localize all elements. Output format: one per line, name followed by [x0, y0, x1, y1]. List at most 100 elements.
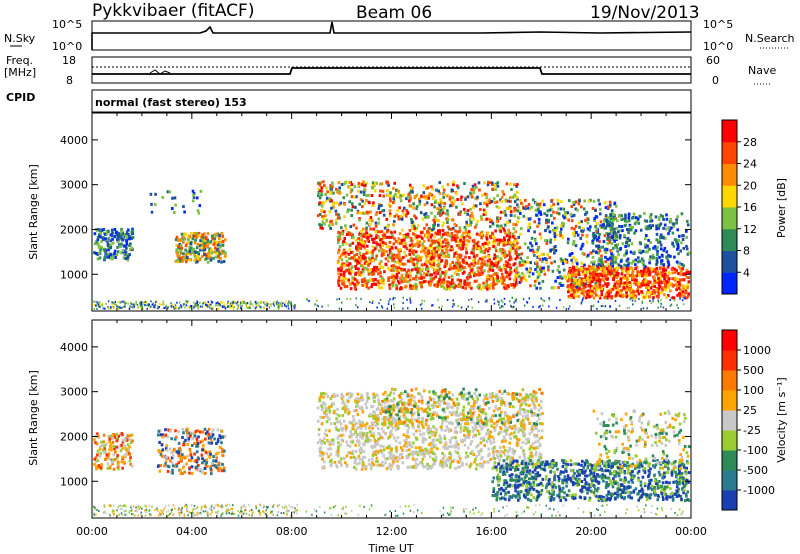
power-cell	[232, 307, 235, 310]
power-cell	[357, 267, 360, 271]
power-cell	[647, 267, 650, 271]
power-cell	[528, 226, 532, 230]
power-cell	[535, 262, 539, 266]
power-cell	[100, 245, 103, 249]
power-cell	[535, 250, 539, 254]
velocity-cell	[295, 509, 297, 512]
power-cell	[337, 189, 340, 193]
power-cell	[365, 244, 369, 248]
power-cell	[421, 217, 425, 221]
power-cell	[438, 203, 441, 207]
power-cell	[597, 274, 601, 278]
power-cell	[498, 259, 501, 263]
power-cell	[379, 182, 382, 186]
velocity-cell	[111, 433, 115, 437]
power-cell	[493, 262, 496, 266]
power-cell	[548, 297, 550, 300]
power-cell	[173, 211, 176, 214]
power-cell	[586, 270, 590, 274]
power-cell	[247, 307, 250, 310]
power-cell	[571, 270, 575, 274]
power-cell	[475, 253, 479, 257]
power-cell	[631, 278, 634, 282]
power-cell	[599, 220, 603, 224]
power-cell	[566, 241, 570, 245]
power-cell	[628, 238, 631, 242]
power-cell	[103, 257, 106, 261]
power-cell	[518, 209, 521, 213]
power-cell	[586, 293, 589, 297]
power-cell	[662, 306, 665, 309]
power-cell	[360, 230, 363, 234]
power-cell	[441, 249, 444, 253]
power-cell	[482, 213, 486, 216]
power-cell	[176, 301, 178, 304]
power-cell	[449, 195, 452, 199]
power-cell	[108, 246, 111, 250]
power-colorbar-cell	[722, 272, 737, 295]
power-cell	[615, 262, 619, 265]
power-cell	[620, 225, 624, 229]
power-cell	[662, 273, 665, 277]
power-cell	[96, 304, 99, 307]
velocity-cell	[168, 504, 170, 507]
power-cell	[537, 255, 541, 258]
power-cell	[659, 243, 663, 247]
power-cell	[441, 228, 445, 232]
power-cell	[498, 303, 500, 306]
power-cell	[97, 251, 101, 255]
power-cell	[574, 207, 578, 211]
power-cell	[513, 248, 517, 252]
power-cell	[327, 304, 329, 307]
power-cell	[466, 209, 470, 213]
power-cell	[476, 285, 479, 289]
power-cell	[651, 269, 655, 273]
power-cell	[468, 256, 471, 260]
power-cell	[376, 242, 379, 246]
power-cell	[339, 254, 343, 258]
power-cell	[221, 240, 225, 243]
power-cell	[554, 245, 557, 248]
power-cell	[397, 217, 401, 221]
power-cell	[185, 304, 188, 307]
power-cell	[223, 303, 225, 306]
power-cell	[415, 193, 419, 197]
velocity-cell	[131, 464, 134, 468]
freq-label: Freq.	[6, 54, 33, 67]
power-cell	[508, 258, 511, 262]
power-cell	[214, 246, 217, 250]
power-cell	[197, 304, 199, 307]
power-cell	[551, 221, 554, 225]
power-cell	[368, 233, 371, 237]
power-cell	[322, 217, 325, 221]
power-cell	[547, 225, 550, 229]
velocity-cell	[273, 503, 275, 506]
power-cell	[683, 297, 686, 300]
power-cell	[422, 184, 425, 188]
power-cell	[525, 267, 528, 271]
power-cell	[634, 267, 637, 271]
power-cell	[626, 283, 629, 286]
power-cell	[414, 282, 417, 286]
power-cell	[601, 269, 605, 273]
power-cell	[455, 267, 458, 271]
power-cell	[430, 242, 433, 246]
power-cell	[655, 288, 658, 292]
power-cell	[637, 285, 640, 289]
power-cell	[488, 268, 492, 272]
power-cell	[325, 199, 328, 203]
power-cell	[346, 210, 349, 214]
power-cell	[196, 251, 200, 254]
velocity-cell	[278, 504, 280, 506]
power-cell	[530, 236, 534, 240]
power-cell	[365, 249, 369, 253]
power-cell	[604, 305, 607, 308]
power-cell	[612, 246, 615, 250]
power-cell	[400, 273, 404, 277]
velocity-cell	[135, 510, 138, 513]
power-cell	[493, 253, 496, 257]
power-cell	[365, 221, 369, 225]
power-cell	[575, 231, 578, 234]
power-cell	[665, 217, 669, 221]
power-cell	[210, 248, 213, 252]
